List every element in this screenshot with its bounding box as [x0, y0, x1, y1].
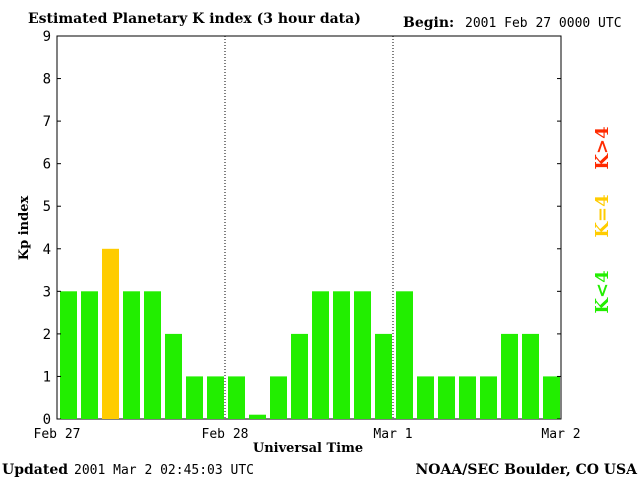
- kp-bar: [291, 333, 308, 419]
- y-tick-label: 4: [43, 242, 51, 258]
- plot-area: 0 1 2 3 4 5 6 7 8 9 Feb 27 Feb 28 Mar 1 Mar 2: [34, 29, 581, 442]
- kp-bar: [123, 291, 140, 419]
- legend-k-less-4: K<4: [592, 270, 613, 313]
- footer-updated-value: 2001 Mar 2 02:45:03 UTC: [74, 463, 254, 478]
- x-tick-label: Mar 2: [541, 427, 580, 442]
- kp-bar: [207, 376, 224, 419]
- kp-bar: [543, 376, 560, 419]
- y-tick-label: 9: [43, 29, 51, 45]
- y-tick-label: 8: [43, 72, 51, 88]
- footer-updated-label: Updated: [2, 462, 68, 478]
- y-axis-title: Kp index: [17, 196, 32, 261]
- begin-label: Begin:: [403, 15, 454, 31]
- kp-bar: [186, 376, 203, 419]
- kp-bar: [459, 376, 476, 419]
- legend-k-greater-4: K>4: [592, 126, 613, 169]
- x-tick-label: Mar 1: [373, 427, 412, 442]
- y-tick-label: 0: [43, 412, 51, 428]
- kp-bar: [144, 291, 161, 419]
- kp-bar: [228, 376, 245, 419]
- y-tick-label: 6: [43, 157, 51, 173]
- y-tick-label: 5: [43, 199, 51, 215]
- kp-bar: [333, 291, 350, 419]
- y-tick-label: 1: [43, 369, 51, 385]
- chart-title: Estimated Planetary K index (3 hour data…: [28, 11, 361, 27]
- kp-bar: [417, 376, 434, 419]
- kp-bar: [81, 291, 98, 419]
- kp-bar: [480, 376, 497, 419]
- kp-bar: [396, 291, 413, 419]
- x-tick-label: Feb 28: [202, 427, 249, 442]
- legend-k-equal-4: K=4: [592, 194, 613, 237]
- kp-bar: [354, 291, 371, 419]
- footer-source: NOAA/SEC Boulder, CO USA: [416, 462, 639, 478]
- y-tick-label: 3: [43, 284, 51, 300]
- y-tick-label: 2: [43, 327, 51, 343]
- kp-bar: [375, 333, 392, 419]
- x-tick-label: Feb 27: [34, 427, 81, 442]
- kp-bar: [102, 248, 119, 419]
- x-axis-title: Universal Time: [253, 441, 363, 456]
- kp-bar: [501, 333, 518, 419]
- begin-value: 2001 Feb 27 0000 UTC: [465, 16, 622, 31]
- kp-bar: [270, 376, 287, 419]
- kp-bar: [60, 291, 77, 419]
- plot-frame: [56, 35, 562, 420]
- kp-bar: [438, 376, 455, 419]
- kp-bar: [165, 333, 182, 419]
- y-tick-label: 7: [43, 114, 51, 130]
- kp-bar: [522, 333, 539, 419]
- kp-bar: [249, 414, 266, 419]
- kp-bar: [312, 291, 329, 419]
